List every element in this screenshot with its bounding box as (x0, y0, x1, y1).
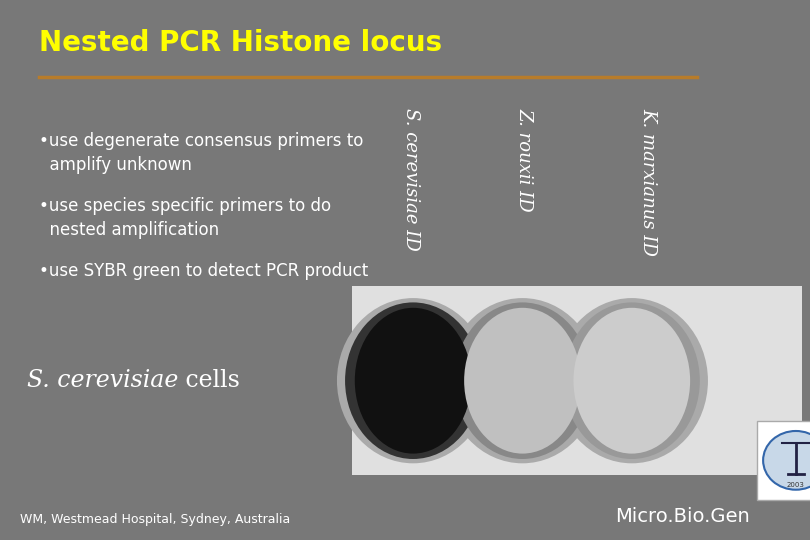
Text: Nested PCR Histone locus: Nested PCR Histone locus (39, 29, 442, 57)
Text: Z. rouxii ID: Z. rouxii ID (516, 108, 534, 212)
Text: •use degenerate consensus primers to
  amplify unknown: •use degenerate consensus primers to amp… (39, 132, 363, 174)
Text: Micro.Bio.Gen: Micro.Bio.Gen (616, 508, 750, 526)
Bar (757, 421, 810, 500)
Text: •use species specific primers to do
  nested amplification: •use species specific primers to do nest… (39, 197, 331, 239)
Text: S. cerevisiae ID: S. cerevisiae ID (403, 108, 420, 251)
Bar (352, 286, 802, 475)
Ellipse shape (446, 298, 599, 463)
Text: cells: cells (178, 369, 240, 392)
Text: WM, Westmead Hospital, Sydney, Australia: WM, Westmead Hospital, Sydney, Australia (20, 514, 291, 526)
Ellipse shape (355, 308, 471, 454)
Text: S. cerevisiae: S. cerevisiae (27, 369, 178, 392)
Text: 2003: 2003 (787, 482, 805, 488)
Ellipse shape (464, 308, 581, 454)
Ellipse shape (564, 302, 700, 459)
Text: K. marxianus ID: K. marxianus ID (639, 108, 657, 256)
Ellipse shape (573, 308, 690, 454)
Ellipse shape (345, 302, 481, 459)
Ellipse shape (454, 302, 590, 459)
Ellipse shape (556, 298, 708, 463)
Ellipse shape (763, 431, 810, 490)
Text: •use SYBR green to detect PCR product: •use SYBR green to detect PCR product (39, 262, 368, 280)
Ellipse shape (337, 298, 489, 463)
